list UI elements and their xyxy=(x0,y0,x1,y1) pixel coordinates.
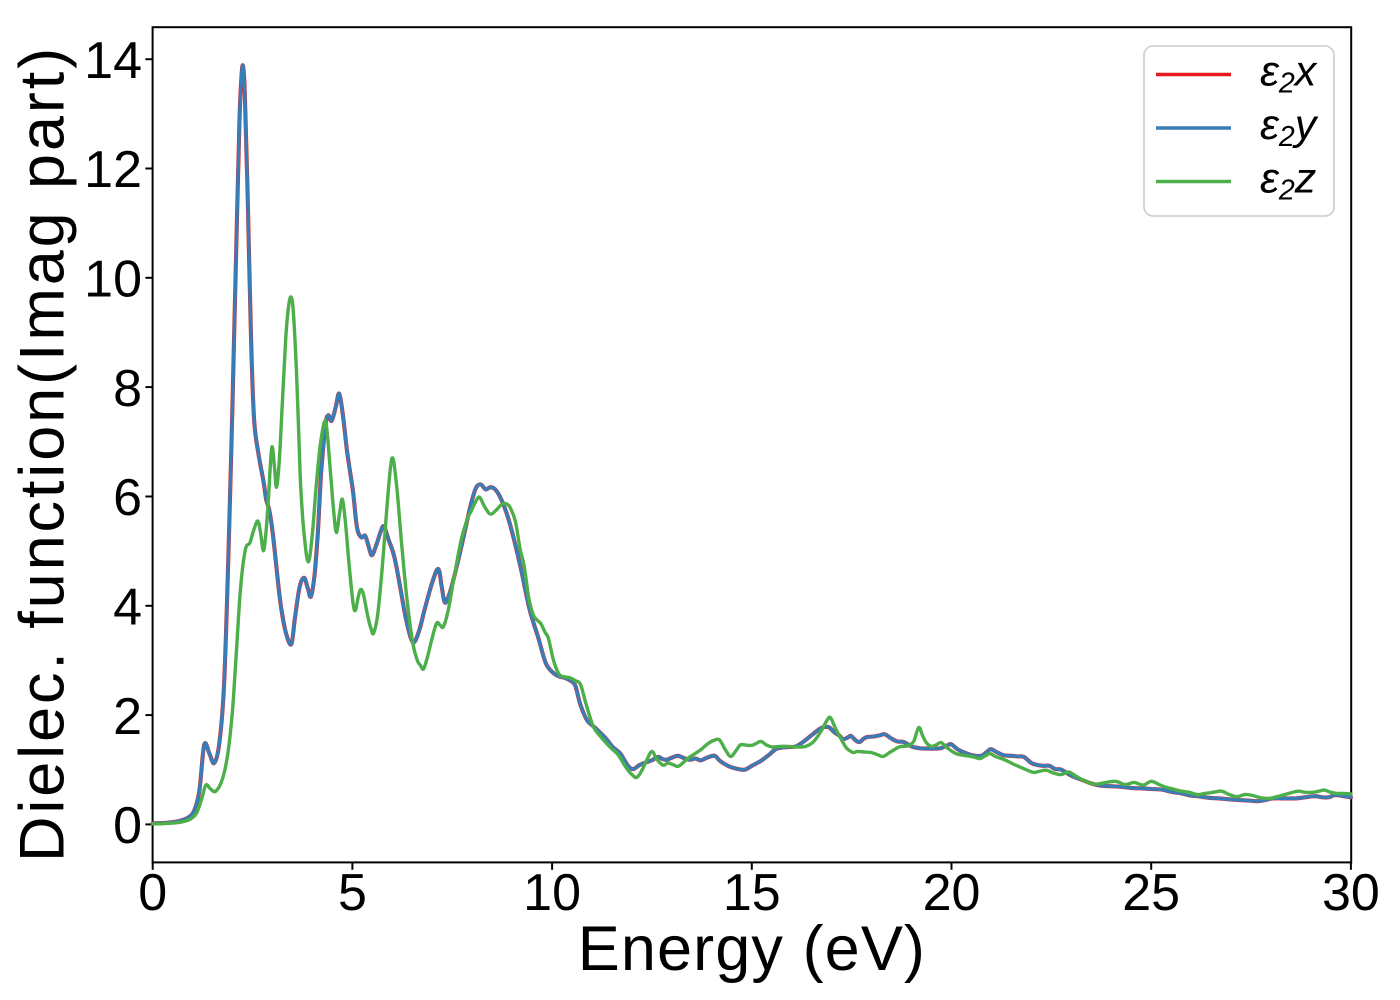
svg-text:0: 0 xyxy=(138,864,167,922)
svg-text:5: 5 xyxy=(338,864,367,922)
svg-text:ε2y: ε2y xyxy=(1260,101,1319,153)
svg-text:8: 8 xyxy=(113,360,142,418)
svg-text:14: 14 xyxy=(84,32,142,90)
svg-text:0: 0 xyxy=(113,797,142,855)
svg-text:6: 6 xyxy=(113,469,142,527)
svg-text:30: 30 xyxy=(1322,864,1380,922)
svg-text:10: 10 xyxy=(523,864,581,922)
svg-text:20: 20 xyxy=(923,864,981,922)
svg-text:15: 15 xyxy=(723,864,781,922)
svg-text:4: 4 xyxy=(113,579,142,637)
svg-text:12: 12 xyxy=(84,141,142,199)
svg-text:Dielec. function(Imag part): Dielec. function(Imag part) xyxy=(8,45,78,862)
svg-text:2: 2 xyxy=(113,688,142,746)
svg-text:Energy (eV): Energy (eV) xyxy=(578,914,926,984)
svg-text:25: 25 xyxy=(1122,864,1180,922)
svg-text:10: 10 xyxy=(84,251,142,309)
